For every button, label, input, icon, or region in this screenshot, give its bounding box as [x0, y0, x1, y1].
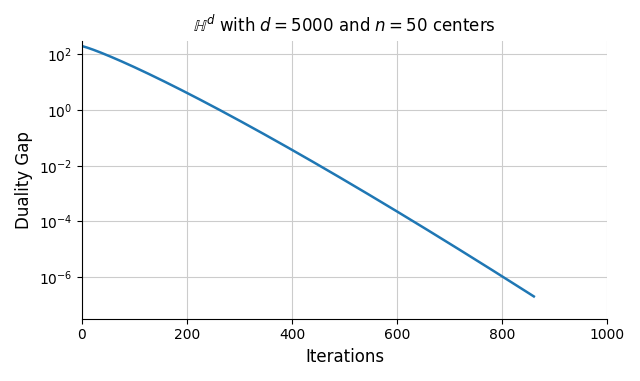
X-axis label: Iterations: Iterations	[305, 348, 384, 366]
Title: $\mathbb{H}^d$ with $d = 5000$ and $n = 50$ centers: $\mathbb{H}^d$ with $d = 5000$ and $n = …	[193, 15, 496, 36]
Y-axis label: Duality Gap: Duality Gap	[15, 131, 33, 229]
